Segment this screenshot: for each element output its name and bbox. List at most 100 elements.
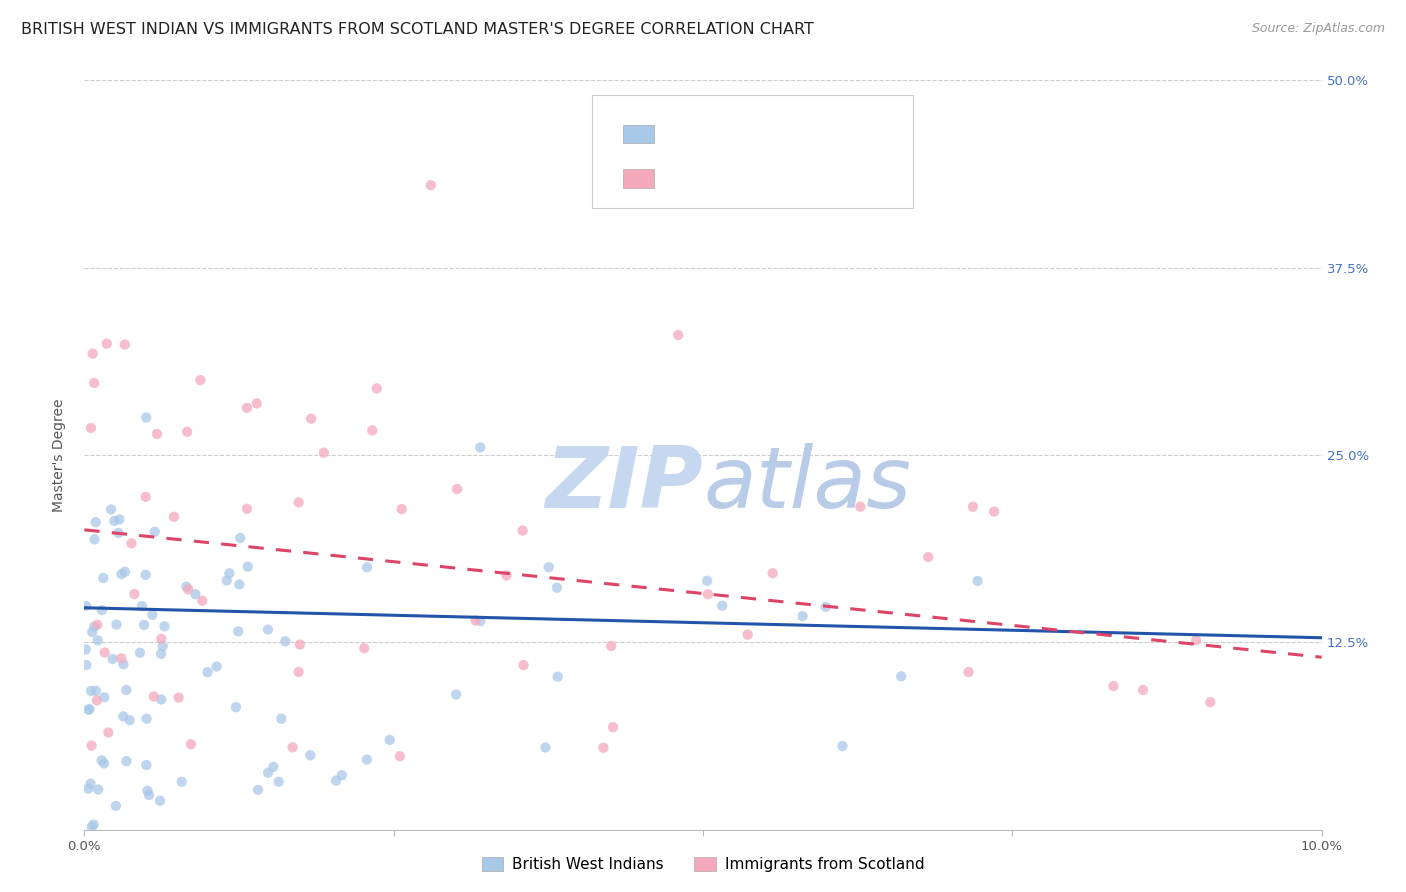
Point <box>281 740 304 755</box>
Point <box>184 587 207 601</box>
Point <box>101 652 124 666</box>
Point <box>299 411 322 425</box>
Point <box>83 376 105 390</box>
Point <box>534 740 557 755</box>
Point <box>150 632 173 646</box>
Point <box>464 614 486 628</box>
Point <box>114 337 136 351</box>
Text: R = -0.197    N = 60: R = -0.197 N = 60 <box>672 171 827 186</box>
Point <box>356 753 378 767</box>
Point <box>312 446 335 460</box>
Point <box>90 753 112 767</box>
Point <box>129 646 152 660</box>
Point <box>82 625 104 640</box>
Point <box>163 509 186 524</box>
Point <box>138 788 160 802</box>
Point <box>105 617 128 632</box>
Point <box>110 567 132 582</box>
Point <box>104 798 127 813</box>
Point <box>849 500 872 514</box>
Point <box>546 581 568 595</box>
Point <box>86 617 108 632</box>
Point <box>191 593 214 607</box>
Point <box>153 619 176 633</box>
Point <box>91 571 114 585</box>
Point <box>135 410 157 425</box>
Point <box>197 665 219 680</box>
Point <box>444 688 467 702</box>
Point <box>93 690 115 705</box>
Point <box>150 692 173 706</box>
Point <box>287 665 309 679</box>
Point <box>107 525 129 540</box>
Point <box>602 720 624 734</box>
Point <box>512 524 534 538</box>
Point <box>75 658 97 673</box>
Point <box>87 782 110 797</box>
Point <box>215 574 238 588</box>
Point <box>228 577 250 591</box>
Point <box>115 754 138 768</box>
Point <box>97 725 120 739</box>
Point <box>82 346 104 360</box>
Point <box>96 336 118 351</box>
Point <box>247 782 270 797</box>
Point <box>136 784 159 798</box>
Point <box>146 426 169 441</box>
Point <box>600 639 623 653</box>
Point <box>1199 695 1222 709</box>
Point <box>118 713 141 727</box>
Point <box>391 502 413 516</box>
Point <box>80 684 103 698</box>
Text: Source: ZipAtlas.com: Source: ZipAtlas.com <box>1251 22 1385 36</box>
Point <box>152 640 174 654</box>
Point <box>75 599 97 613</box>
Point <box>236 559 259 574</box>
Point <box>84 683 107 698</box>
Point <box>131 599 153 614</box>
Point <box>100 502 122 516</box>
Point <box>83 620 105 634</box>
Point <box>446 482 468 496</box>
Point <box>792 609 814 624</box>
Point <box>77 703 100 717</box>
Point <box>112 657 135 672</box>
Point <box>814 599 837 614</box>
Text: ZIP: ZIP <box>546 443 703 526</box>
Point <box>135 490 157 504</box>
FancyBboxPatch shape <box>623 169 654 188</box>
Point <box>1102 679 1125 693</box>
Point <box>142 690 165 704</box>
Point <box>176 580 198 594</box>
Point <box>143 524 166 539</box>
Point <box>110 651 132 665</box>
Point <box>79 702 101 716</box>
Point <box>366 381 388 395</box>
Point <box>299 748 322 763</box>
Point <box>957 665 980 679</box>
Point <box>132 618 155 632</box>
Point <box>1132 683 1154 698</box>
Point <box>287 495 309 509</box>
Point <box>762 566 785 581</box>
Point <box>86 693 108 707</box>
Point <box>419 178 441 193</box>
Point <box>93 645 115 659</box>
Point <box>114 565 136 579</box>
Point <box>495 568 517 582</box>
FancyBboxPatch shape <box>623 125 654 144</box>
Point <box>361 424 384 438</box>
Point <box>325 773 347 788</box>
Point <box>547 670 569 684</box>
Point <box>205 659 228 673</box>
Point <box>470 614 492 628</box>
Point <box>378 732 401 747</box>
Point <box>80 739 103 753</box>
Point <box>229 531 252 545</box>
Point <box>890 669 912 683</box>
Point <box>177 582 200 597</box>
Point <box>180 737 202 751</box>
Point <box>697 587 720 601</box>
Point <box>77 781 100 796</box>
Point <box>80 820 103 834</box>
